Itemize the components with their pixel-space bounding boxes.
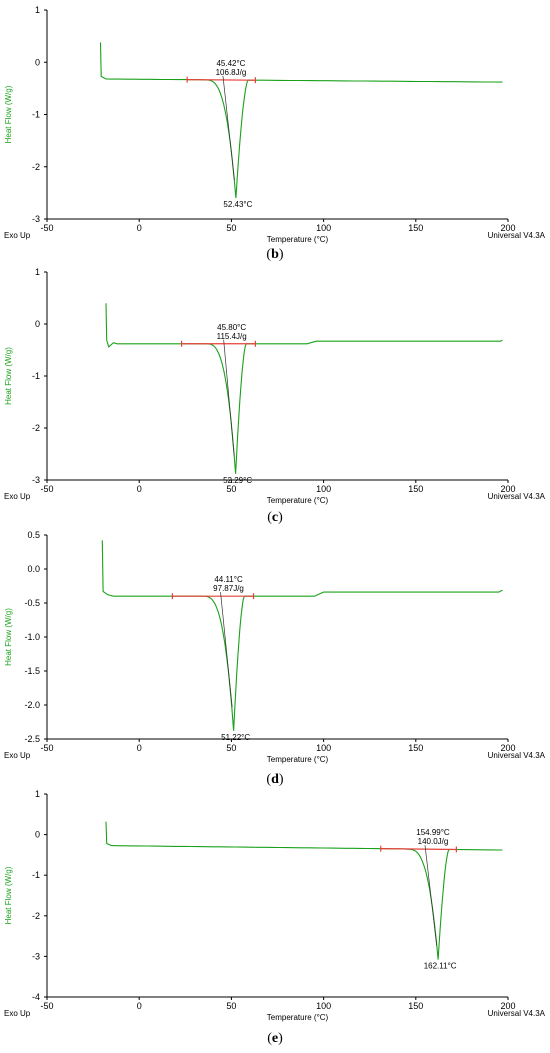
version-label: Universal V4.3A — [488, 751, 546, 760]
x-tick-label: 200 — [500, 743, 515, 753]
caption-b: (b) — [266, 247, 284, 262]
onset-temperature-label: 154.99°C — [416, 828, 450, 837]
exo-up-label: Exo Up — [4, 751, 31, 760]
x-tick-label: 200 — [500, 484, 515, 494]
integration-baseline — [380, 848, 457, 851]
x-tick-label: -50 — [40, 223, 53, 233]
x-tick-label: -50 — [40, 743, 53, 753]
y-tick-label: -2 — [32, 162, 40, 172]
caption-d: (d) — [266, 772, 284, 787]
x-tick-label: 50 — [226, 1001, 236, 1011]
x-tick-label: -50 — [40, 484, 53, 494]
y-tick-label: -3 — [32, 951, 40, 961]
y-axis-label: Heat Flow (W/g) — [4, 85, 13, 143]
heat-flow-series-line — [101, 540, 503, 731]
caption-c: (c) — [267, 510, 283, 525]
x-tick-label: 50 — [226, 223, 236, 233]
onset-temperature-label: 44.11°C — [214, 575, 243, 584]
y-tick-label: 0.0 — [27, 564, 40, 574]
exo-up-label: Exo Up — [4, 1009, 31, 1018]
y-tick-label: -4 — [32, 992, 40, 1002]
x-tick-label: 50 — [226, 484, 236, 494]
x-tick-label: -50 — [40, 1001, 53, 1011]
exo-up-label: Exo Up — [4, 492, 31, 501]
y-tick-label: 0 — [35, 319, 40, 329]
y-tick-label: -1.0 — [24, 632, 40, 642]
dsc-chart-d: 0.5 0.0 -0.5 -1.0 -1.5 -2.0 -2.5-50 0 50 100 150 20… — [4, 530, 546, 764]
enthalpy-label: 106.8J/g — [216, 68, 247, 77]
x-tick-label: 100 — [316, 484, 331, 494]
y-tick-label: -1 — [32, 870, 40, 880]
caption-e: (e) — [267, 1031, 283, 1046]
y-tick-label: 1 — [35, 267, 40, 277]
y-tick-label: -3 — [32, 214, 40, 224]
x-tick-label: 0 — [137, 223, 142, 233]
dsc-chart-e: 1 0 -1 -2 -3 -4-50 0 50 100 150 200 Heat Flow (W/g)… — [4, 790, 546, 1022]
dsc-chart-b: 1 0 -1 -2 -3-50 0 50 100 150 200 Heat Flow (W/g) Ex… — [4, 5, 546, 244]
version-label: Universal V4.3A — [488, 231, 546, 240]
y-axis-label: Heat Flow (W/g) — [4, 608, 13, 666]
y-tick-label: -2.5 — [24, 734, 40, 744]
heat-flow-series-line — [99, 42, 503, 199]
x-tick-label: 150 — [408, 223, 423, 233]
x-tick-label: 200 — [500, 1001, 515, 1011]
x-tick-label: 150 — [408, 484, 423, 494]
y-tick-label: -0.5 — [24, 598, 40, 608]
y-axis-label: Heat Flow (W/g) — [4, 866, 13, 924]
y-tick-label: 0 — [35, 830, 40, 840]
onset-tangent-line — [220, 592, 233, 708]
peak-temperature-label: 52.43°C — [223, 200, 252, 209]
peak-temperature-label: 51.22°C — [221, 733, 250, 742]
enthalpy-label: 140.0J/g — [418, 837, 449, 846]
onset-temperature-label: 45.42°C — [216, 59, 245, 68]
x-tick-label: 150 — [408, 1001, 423, 1011]
heat-flow-series-line — [105, 303, 503, 474]
x-axis-label: Temperature (°C) — [267, 496, 329, 505]
x-tick-label: 150 — [408, 743, 423, 753]
enthalpy-label: 97.87J/g — [213, 584, 244, 593]
x-axis-label: Temperature (°C) — [267, 755, 329, 764]
x-tick-label: 50 — [226, 743, 236, 753]
y-axis-label: Heat Flow (W/g) — [4, 347, 13, 405]
dsc-panel-d: 0.5 0.0 -0.5 -1.0 -1.5 -2.0 -2.5 -50 0 50 100 150 20… — [0, 530, 550, 792]
peak-temperature-label: 52.29°C — [223, 476, 252, 485]
y-tick-label: -3 — [32, 475, 40, 485]
version-label: Universal V4.3A — [488, 492, 546, 501]
x-tick-label: 100 — [316, 1001, 331, 1011]
y-tick-label: -1 — [32, 371, 40, 381]
y-tick-label: -2 — [32, 423, 40, 433]
exo-up-label: Exo Up — [4, 231, 31, 240]
y-tick-label: -1 — [32, 110, 40, 120]
onset-temperature-label: 45.80°C — [217, 323, 246, 332]
x-tick-label: 100 — [316, 743, 331, 753]
x-tick-label: 0 — [137, 484, 142, 494]
dsc-panel-e: 1 0 -1 -2 -3 -4 -50 0 50 100 150 200 Heat Flow (W/g)… — [0, 790, 550, 1053]
version-label: Universal V4.3A — [488, 1009, 546, 1018]
y-tick-label: -1.5 — [24, 666, 40, 676]
enthalpy-label: 115.4J/g — [217, 332, 247, 341]
y-tick-label: 1 — [35, 790, 40, 799]
onset-tangent-line — [424, 845, 438, 946]
peak-temperature-label: 162.11°C — [424, 962, 457, 971]
dsc-panel-b: 1 0 -1 -2 -3 -50 0 50 100 150 200 Heat Flow (W/g) Ex… — [0, 0, 550, 265]
y-tick-label: 1 — [35, 5, 40, 15]
x-axis-label: Temperature (°C) — [267, 1013, 329, 1022]
x-tick-label: 0 — [137, 743, 142, 753]
dsc-chart-c: 1 0 -1 -2 -3-50 0 50 100 150 200 Heat Flow (W/g) Ex… — [4, 267, 546, 505]
y-tick-label: 0 — [35, 57, 40, 67]
onset-tangent-line — [223, 339, 235, 456]
x-axis-label: Temperature (°C) — [267, 235, 329, 244]
y-tick-label: -2 — [32, 911, 40, 921]
x-tick-label: 200 — [500, 223, 515, 233]
x-tick-label: 0 — [137, 1001, 142, 1011]
integration-baseline — [187, 79, 256, 81]
onset-tangent-line — [222, 75, 235, 180]
y-tick-label: 0.5 — [27, 530, 40, 540]
y-tick-label: -2.0 — [24, 700, 40, 710]
x-tick-label: 100 — [316, 223, 331, 233]
dsc-panel-c: 1 0 -1 -2 -3 -50 0 50 100 150 200 Heat Flow (W/g) Ex… — [0, 265, 550, 530]
